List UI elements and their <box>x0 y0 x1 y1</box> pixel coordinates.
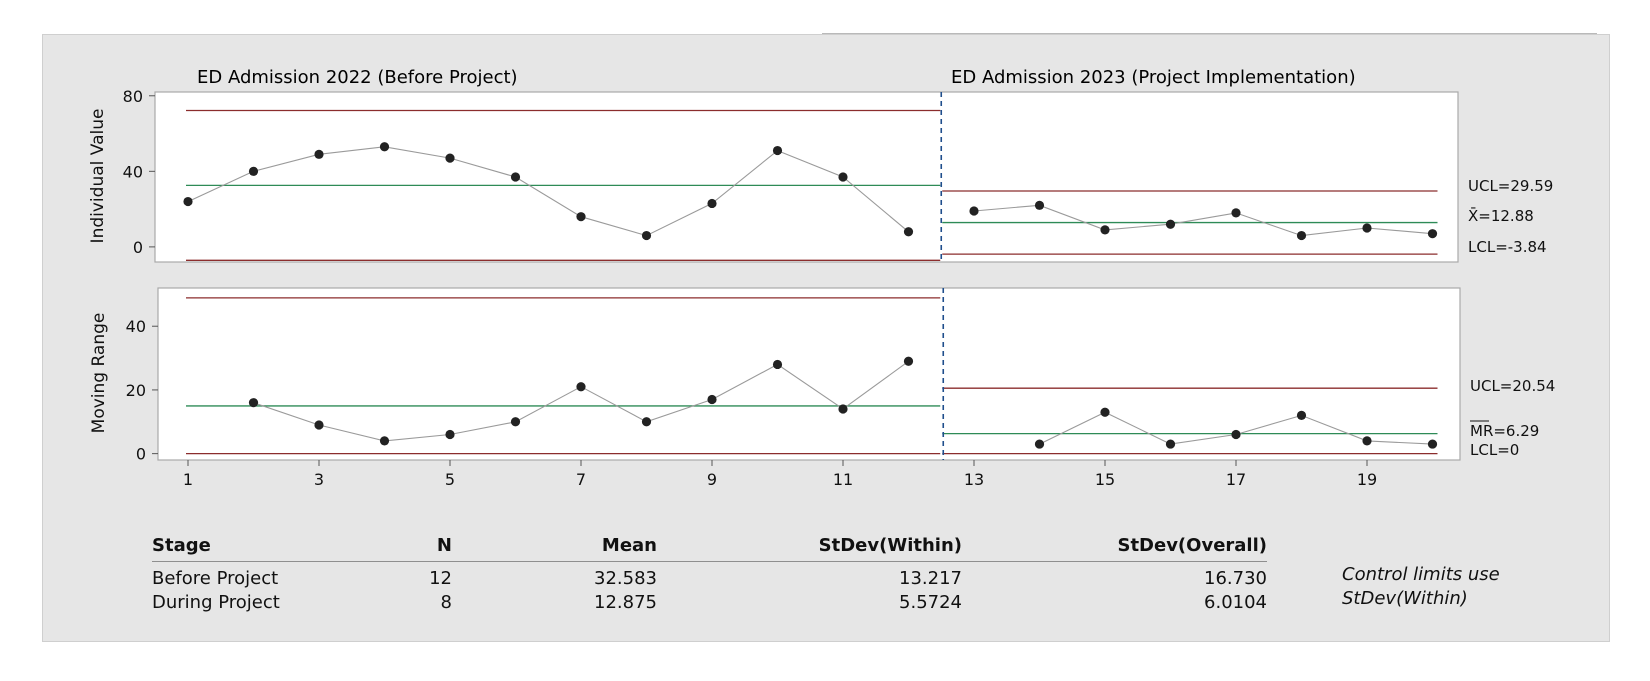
moving-range-data-point <box>838 404 848 414</box>
x-tick-label: 1 <box>183 470 193 489</box>
cell-stage: During Project <box>152 592 280 613</box>
moving-range-data-point <box>1231 429 1241 440</box>
stage-title-before: ED Admission 2022 (Before Project) <box>197 67 518 88</box>
moving-range-data-point <box>641 417 652 427</box>
individuals-y-tick-label: 0 <box>133 238 143 257</box>
individuals-data-point <box>379 142 390 152</box>
moving-range-data-point <box>1165 439 1176 449</box>
moving-range-data-point <box>1427 439 1438 449</box>
moving-range-data-point <box>707 394 717 405</box>
note-line-1: Control limits use <box>1342 564 1500 585</box>
x-tick-label: 3 <box>314 470 324 489</box>
cell-stdev-within: 5.5724 <box>899 592 962 613</box>
individuals-series-line <box>973 204 1433 237</box>
control-limits-note: Control limits use StDev(Within) <box>1342 563 1500 611</box>
moving-range-series <box>248 356 1438 449</box>
cell-n: 12 <box>429 568 452 589</box>
cell-stage: Before Project <box>152 568 279 589</box>
individuals-data-point <box>1231 208 1241 218</box>
x-tick-label: 13 <box>964 470 984 489</box>
individuals-data-point <box>903 227 914 237</box>
individuals-y-tick-label: 40 <box>123 162 143 181</box>
moving-range-lcl-label: LCL=0 <box>1470 441 1519 459</box>
individuals-data-point <box>707 198 717 209</box>
moving-range-data-point <box>772 359 783 370</box>
individuals-series <box>183 142 1438 241</box>
individuals-data-point <box>838 172 848 182</box>
individuals-data-point <box>969 206 979 216</box>
moving-range-y-tick-label: 0 <box>136 445 146 464</box>
individuals-data-point <box>1165 219 1176 229</box>
x-tick-label: 11 <box>833 470 853 489</box>
moving-range-data-point <box>576 382 586 392</box>
header-mean: Mean <box>452 535 657 562</box>
individuals-data-point <box>576 212 586 222</box>
moving-range-data-point <box>1100 407 1110 417</box>
moving-range-plot-area <box>157 287 1461 461</box>
individuals-data-point <box>248 166 259 176</box>
individuals-data-point <box>1362 223 1372 233</box>
cell-stdev-overall: 6.0104 <box>1204 592 1267 613</box>
moving-range-y-axis-label: Moving Range <box>89 313 109 434</box>
individuals-y-axis-label: Individual Value <box>88 109 108 244</box>
moving-range-data-point <box>510 417 521 427</box>
x-tick-label: 9 <box>707 470 717 489</box>
individuals-data-point <box>1034 200 1045 210</box>
individuals-data-point <box>510 172 521 182</box>
moving-range-ucl-label: UCL=20.54 <box>1470 377 1555 395</box>
stats-header-row: Stage N Mean StDev(Within) StDev(Overall… <box>152 535 1267 562</box>
moving-range-data-point <box>379 436 390 446</box>
individuals-center-label: X̄=12.88 <box>1468 206 1534 225</box>
individuals-y-tick-label: 80 <box>123 87 143 106</box>
moving-range-y-tick-label: 40 <box>126 317 146 336</box>
header-stdev-within: StDev(Within) <box>657 535 962 562</box>
individuals-data-point <box>183 196 193 207</box>
individuals-lcl-label: LCL=-3.84 <box>1468 238 1547 256</box>
moving-range-data-point <box>1296 410 1307 421</box>
cell-n: 8 <box>440 592 452 613</box>
x-tick-label: 7 <box>576 470 586 489</box>
note-line-2: StDev(Within) <box>1342 588 1468 609</box>
moving-range-data-point <box>1034 439 1045 449</box>
moving-range-data-point <box>1362 436 1372 446</box>
cell-mean: 12.875 <box>594 592 657 613</box>
moving-range-data-point <box>903 356 914 366</box>
individuals-limit-lines <box>186 92 1438 262</box>
moving-range-limit-lines <box>186 288 1438 460</box>
individuals-data-point <box>1296 230 1307 241</box>
moving-range-y-tick-label: 20 <box>126 381 146 400</box>
header-stage: Stage <box>152 535 377 562</box>
individuals-data-point <box>445 153 455 163</box>
individuals-plot-area <box>154 91 1459 263</box>
stage-statistics-table: Stage N Mean StDev(Within) StDev(Overall… <box>152 535 1267 614</box>
individuals-data-point <box>1100 225 1110 235</box>
x-tick-label: 15 <box>1095 470 1115 489</box>
header-n: N <box>377 535 452 562</box>
individuals-data-point <box>314 149 324 159</box>
x-tick-label: 17 <box>1226 470 1246 489</box>
moving-range-data-point <box>445 429 455 440</box>
x-tick-label: 19 <box>1357 470 1377 489</box>
individuals-ucl-label: UCL=29.59 <box>1468 177 1553 195</box>
table-row: During Project 8 12.875 5.5724 6.0104 <box>152 590 1267 614</box>
moving-range-center-label: MR=6.29 <box>1470 422 1539 440</box>
cell-mean: 32.583 <box>594 568 657 589</box>
cell-stdev-within: 13.217 <box>899 568 962 589</box>
panel-top-edge <box>822 33 1597 34</box>
individuals-series-line <box>187 146 909 237</box>
header-stdev-overall: StDev(Overall) <box>962 535 1267 562</box>
individuals-data-point <box>641 230 652 241</box>
table-row: Before Project 12 32.583 13.217 16.730 <box>152 562 1267 591</box>
moving-range-data-point <box>248 398 259 408</box>
individuals-data-point <box>1427 229 1438 239</box>
stage-title-during: ED Admission 2023 (Project Implementatio… <box>951 67 1356 88</box>
x-tick-label: 5 <box>445 470 455 489</box>
moving-range-data-point <box>314 420 324 430</box>
individuals-data-point <box>772 145 783 156</box>
cell-stdev-overall: 16.730 <box>1204 568 1267 589</box>
